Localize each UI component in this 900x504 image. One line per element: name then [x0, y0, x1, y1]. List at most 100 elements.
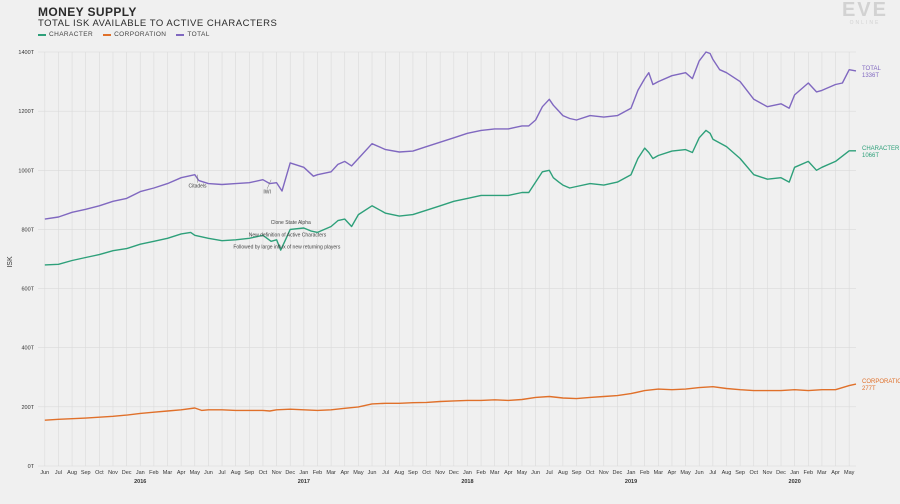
y-tick-label: 800T: [21, 227, 34, 233]
y-tick-label: 1200T: [18, 109, 34, 115]
x-tick-label: Aug: [67, 470, 77, 476]
chart-title: MONEY SUPPLY: [38, 5, 137, 19]
x-year-label: 2017: [298, 479, 310, 485]
x-tick-label: Mar: [490, 470, 500, 476]
series-lines: [44, 51, 857, 421]
x-tick-label: Jan: [136, 470, 145, 476]
x-tick-label: Dec: [122, 470, 132, 476]
logo-subtext: ONLINE: [849, 20, 881, 26]
x-tick-label: Dec: [449, 470, 459, 476]
x-tick-label: Jun: [204, 470, 213, 476]
x-tick-label: Jan: [627, 470, 636, 476]
series-line-character: [44, 129, 856, 266]
y-tick-label: 200T: [21, 405, 34, 411]
annotation-label: IWI: [263, 190, 271, 196]
x-tick-label: Nov: [272, 470, 282, 476]
x-tick-label: Aug: [722, 470, 732, 476]
legend-swatch-character: [38, 33, 46, 36]
end-value-character: 1066T: [862, 153, 879, 159]
x-tick-label: Jul: [382, 470, 389, 476]
x-tick-label: Sep: [244, 470, 254, 476]
x-year-label: 2019: [625, 479, 637, 485]
x-tick-label: Apr: [504, 470, 513, 476]
x-tick-label: Aug: [558, 470, 568, 476]
grid: [38, 51, 856, 467]
x-year-label: 2018: [461, 479, 473, 485]
annotation-label: Citadels: [188, 184, 207, 190]
legend-item-total: TOTAL: [176, 31, 209, 38]
x-tick-label: May: [680, 470, 691, 476]
annotations: Citadels IWI Clone State Alpha New definiti…: [188, 174, 341, 250]
x-tick-label: Apr: [831, 470, 840, 476]
x-tick-label: Jun: [40, 470, 49, 476]
x-tick-label: Oct: [586, 470, 595, 476]
annotation-label: Followed by large influx of new returnin…: [233, 244, 340, 250]
x-tick-label: Nov: [435, 470, 445, 476]
x-tick-label: Aug: [394, 470, 404, 476]
x-tick-label: Dec: [285, 470, 295, 476]
y-tick-label: 0T: [28, 464, 35, 470]
legend-label-corporation: CORPORATION: [114, 31, 167, 38]
end-label-character: CHARACTER: [862, 146, 900, 152]
x-tick-label: Feb: [149, 470, 158, 476]
x-tick-label: Nov: [762, 470, 772, 476]
y-tick-label: 1400T: [18, 50, 34, 56]
x-tick-label: Aug: [231, 470, 241, 476]
end-label-corporation: CORPORATION: [862, 379, 900, 385]
annotation-label: New definition of Active Characters: [249, 232, 327, 238]
x-tick-label: Jul: [55, 470, 62, 476]
x-tick-label: Oct: [749, 470, 758, 476]
x-tick-label: Nov: [108, 470, 118, 476]
x-tick-label: Nov: [599, 470, 609, 476]
x-tick-label: Mar: [326, 470, 336, 476]
x-tick-label: Jan: [790, 470, 799, 476]
x-tick-label: Feb: [804, 470, 813, 476]
series-line-total: [44, 51, 857, 220]
x-tick-label: Feb: [476, 470, 485, 476]
x-tick-label: Sep: [408, 470, 418, 476]
x-tick-label: Sep: [572, 470, 582, 476]
x-tick-label: Sep: [81, 470, 91, 476]
x-tick-label: Dec: [613, 470, 623, 476]
x-tick-label: Apr: [340, 470, 349, 476]
x-axis-years: 2016 2017 2018 2019 2020: [134, 479, 801, 485]
y-axis-title: ISK: [7, 256, 14, 268]
x-year-label: 2016: [134, 479, 146, 485]
x-tick-label: Feb: [640, 470, 649, 476]
x-tick-label: Sep: [735, 470, 745, 476]
y-tick-label: 600T: [21, 287, 34, 293]
x-axis-ticks: Jun Jul Aug Sep Oct Nov Dec Jan Feb Mar Apr May Jun J…: [40, 470, 854, 476]
x-year-label: 2020: [789, 479, 801, 485]
x-tick-label: Jun: [368, 470, 377, 476]
x-tick-label: Dec: [776, 470, 786, 476]
x-tick-label: Jul: [219, 470, 226, 476]
x-tick-label: Mar: [817, 470, 827, 476]
legend-item-corporation: CORPORATION: [103, 31, 166, 38]
x-tick-label: Oct: [95, 470, 104, 476]
y-axis-ticks: 0T 200T 400T 600T 800T 1000T 1200T 1400T: [18, 50, 34, 470]
x-tick-label: Apr: [668, 470, 677, 476]
x-tick-label: Jul: [546, 470, 553, 476]
legend-label-character: CHARACTER: [49, 31, 94, 38]
x-tick-label: May: [353, 470, 364, 476]
x-tick-label: May: [844, 470, 855, 476]
x-tick-label: Jul: [709, 470, 716, 476]
end-value-corporation: 277T: [862, 386, 876, 392]
annotation-label: Clone State Alpha: [271, 220, 311, 226]
eve-online-logo: EVE ONLINE: [842, 0, 888, 26]
y-tick-label: 1000T: [18, 168, 34, 174]
series-line-corporation: [44, 383, 857, 421]
legend-swatch-corporation: [103, 33, 112, 36]
x-tick-label: May: [517, 470, 528, 476]
x-tick-label: Oct: [422, 470, 431, 476]
x-tick-label: Oct: [259, 470, 268, 476]
legend-label-total: TOTAL: [187, 31, 210, 38]
x-tick-label: Jan: [299, 470, 308, 476]
legend: CHARACTER CORPORATION TOTAL: [38, 31, 210, 38]
end-value-total: 1336T: [862, 73, 879, 79]
legend-swatch-total: [176, 33, 185, 36]
end-label-total: TOTAL: [862, 66, 881, 72]
x-tick-label: Mar: [163, 470, 173, 476]
